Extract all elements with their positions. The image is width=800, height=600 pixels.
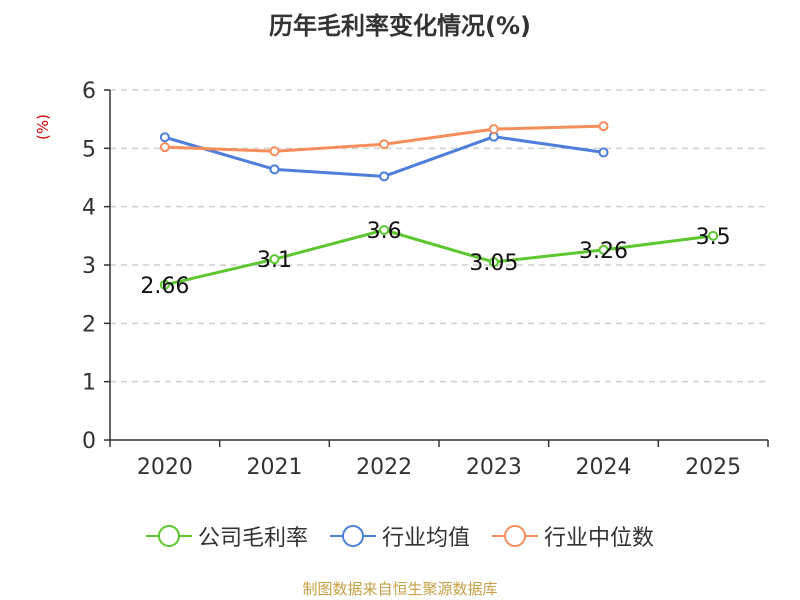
legend: 公司毛利率 行业均值 行业中位数 <box>0 520 800 552</box>
y-tick-label: 2 <box>82 312 96 337</box>
y-tick-label: 1 <box>82 371 96 396</box>
y-tick-label: 4 <box>82 196 96 221</box>
data-point <box>598 121 609 132</box>
data-point <box>488 257 499 268</box>
y-tick-label: 3 <box>82 254 96 279</box>
legend-item[interactable]: 公司毛利率 <box>145 520 308 552</box>
y-axis-label: (%) <box>34 114 52 140</box>
data-label: 3.5 <box>696 225 731 250</box>
data-point <box>379 171 390 182</box>
y-tick-label: 6 <box>82 79 96 104</box>
legend-marker-icon <box>492 525 538 547</box>
y-tick-label: 0 <box>82 429 96 454</box>
legend-item[interactable]: 行业均值 <box>329 520 470 552</box>
data-label: 3.1 <box>257 248 292 273</box>
legend-label: 行业均值 <box>381 526 470 551</box>
data-point <box>379 139 390 150</box>
data-label: 2.66 <box>140 274 189 299</box>
series-line <box>164 228 714 287</box>
y-tick-label: 5 <box>82 137 96 162</box>
data-label: 3.6 <box>367 219 402 244</box>
data-point <box>269 254 280 265</box>
data-label: 3.05 <box>469 251 518 276</box>
data-point <box>159 132 170 143</box>
data-point <box>159 142 170 153</box>
data-point <box>598 244 609 255</box>
data-point <box>159 279 170 290</box>
data-point <box>269 164 280 175</box>
legend-label: 行业中位数 <box>544 526 655 551</box>
data-point <box>708 230 719 241</box>
x-tick-label: 2020 <box>137 455 193 480</box>
chart-title: 历年毛利率变化情况(%) <box>269 12 531 40</box>
legend-marker-icon <box>329 525 376 547</box>
x-tick-label: 2025 <box>685 455 741 480</box>
x-tick-label: 2021 <box>247 455 303 480</box>
legend-marker-icon <box>145 525 192 547</box>
x-tick-label: 2022 <box>356 455 412 480</box>
data-label: 3.26 <box>579 239 628 264</box>
data-point <box>379 225 390 235</box>
legend-label: 公司毛利率 <box>197 526 308 551</box>
data-point <box>598 147 609 158</box>
x-tick-label: 2023 <box>466 455 522 480</box>
source-note: 制图数据来自恒生聚源数据库 <box>302 580 498 598</box>
x-tick-label: 2024 <box>576 455 632 480</box>
legend-item[interactable]: 行业中位数 <box>492 520 654 552</box>
data-point <box>269 146 280 157</box>
data-point <box>488 124 499 135</box>
